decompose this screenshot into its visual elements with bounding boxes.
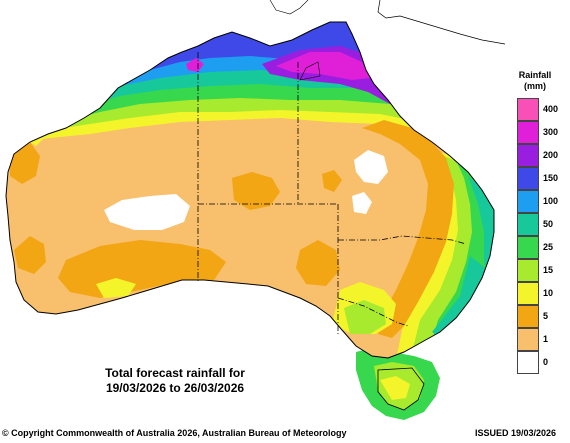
legend-label-200: 200 [543,150,559,160]
legend-swatch-300 [517,121,539,144]
legend-title: Rainfall (mm) [505,70,565,92]
legend-swatch-200 [517,144,539,167]
issued-date: ISSUED 19/03/2026 [474,428,556,438]
legend-label-5: 5 [543,311,549,321]
legend-swatch-400 [517,98,539,121]
legend-swatch-150 [517,167,539,190]
legend-label-400: 400 [543,104,559,114]
legend-label-25: 25 [543,242,554,252]
forecast-caption-line1: Total forecast rainfall for [105,366,245,380]
legend-title-line2: (mm) [524,81,546,91]
legend-label-1: 1 [543,334,549,344]
forecast-caption-line2: 19/03/2026 to 26/03/2026 [105,381,245,395]
legend-swatch-1 [517,328,539,351]
rainfall-map [5,0,505,420]
legend-label-10: 10 [543,288,554,298]
copyright-notice: © Copyright Commonwealth of Australia 20… [2,428,347,438]
legend-label-150: 150 [543,173,559,183]
legend-swatch-25 [517,236,539,259]
legend-swatch-100 [517,190,539,213]
legend-label-50: 50 [543,219,554,229]
legend-swatch-10 [517,282,539,305]
legend-label-100: 100 [543,196,559,206]
legend-swatch-0 [517,351,539,374]
legend-label-300: 300 [543,127,559,137]
legend-label-15: 15 [543,265,554,275]
legend-swatch-5 [517,305,539,328]
legend-swatch-15 [517,259,539,282]
legend-swatch-50 [517,213,539,236]
rainfall-legend: Rainfall (mm) 400 300 200 150 100 50 25 15 10 5 1 0 [505,60,570,380]
legend-label-0: 0 [543,357,549,367]
legend-title-line1: Rainfall [518,70,552,80]
